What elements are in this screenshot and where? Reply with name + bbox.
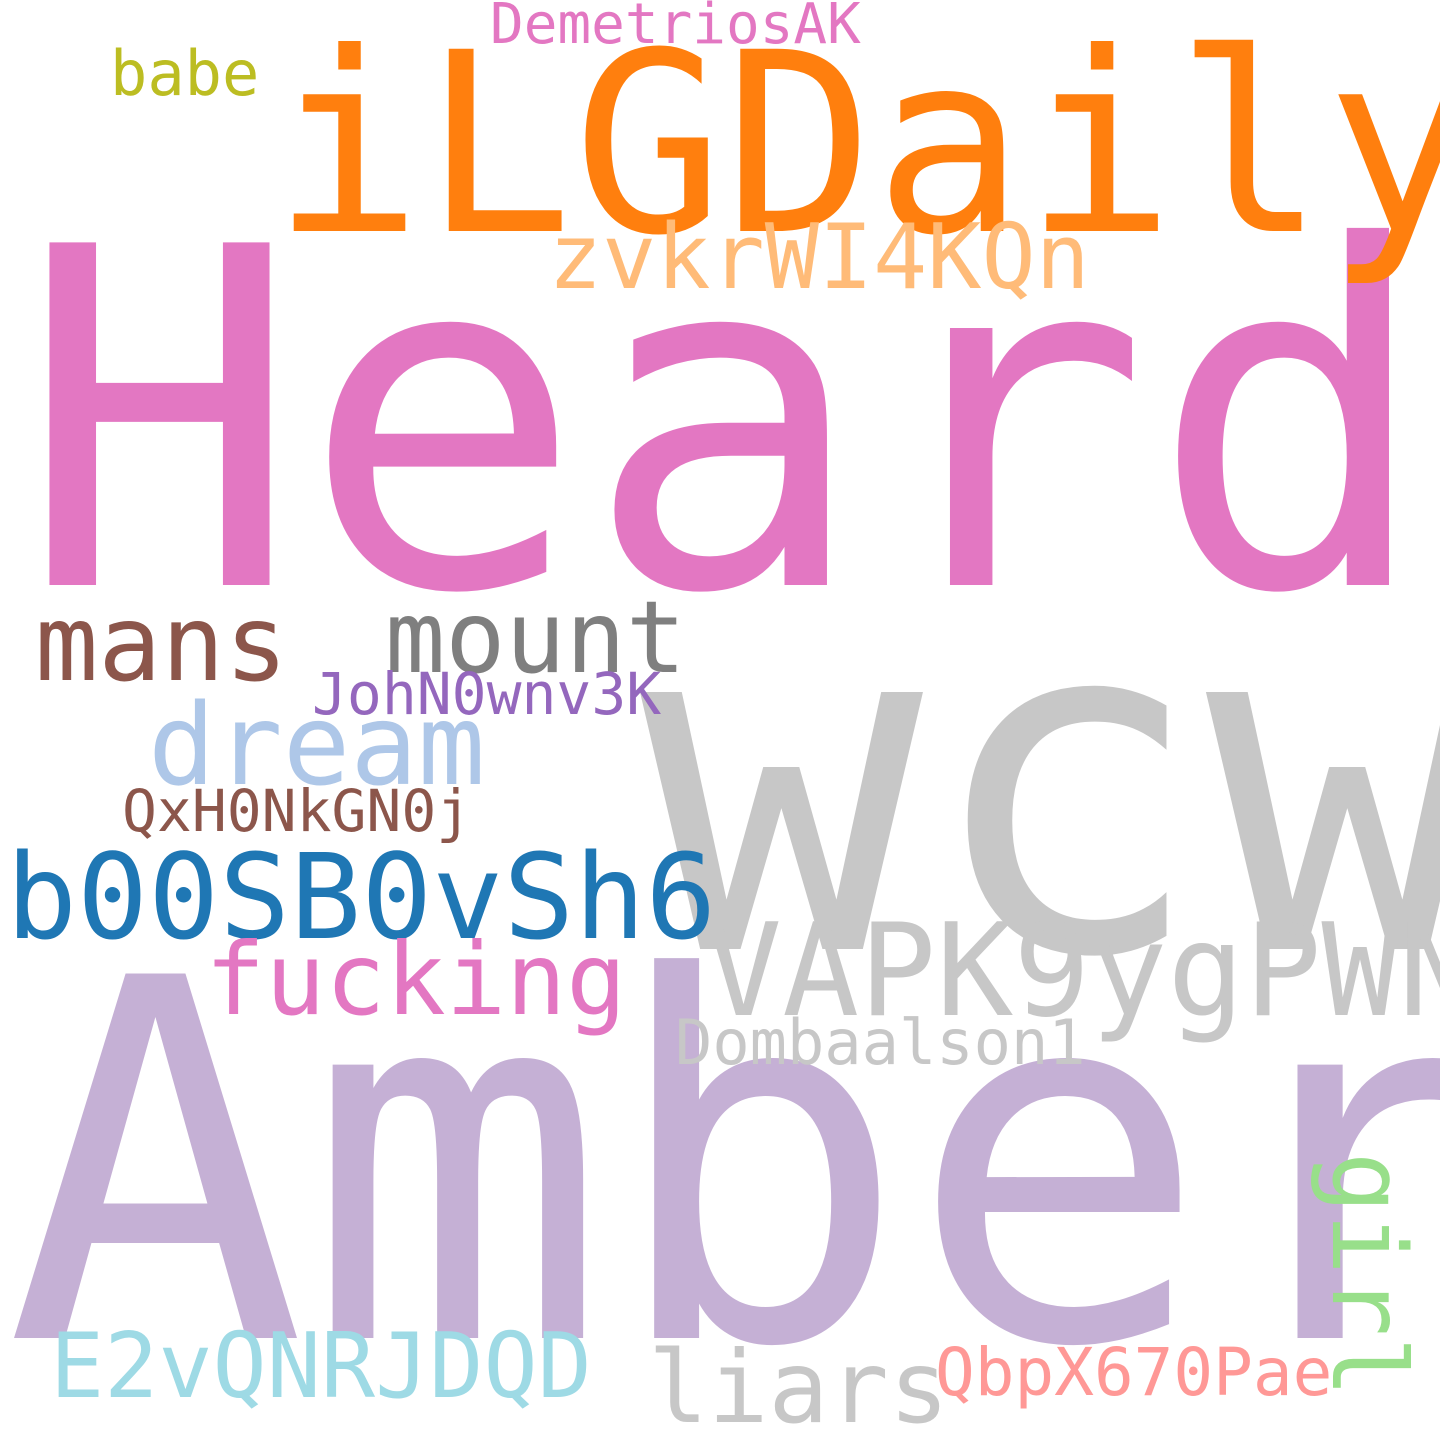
word-vapk9ygpwn: VAPK9ygPWN	[705, 897, 1440, 1046]
word-dream: dream	[148, 681, 486, 811]
word-heard: Heard	[18, 149, 1433, 696]
word-e2vqnrjdqd: E2vQNRJDQD	[50, 1314, 592, 1419]
word-mount: mount	[385, 579, 687, 696]
word-zvkrwi4kqn: zvkrWI4KQn	[548, 205, 1090, 310]
word-fucking: fucking	[205, 921, 627, 1038]
word-mans: mans	[35, 583, 288, 705]
word-qxh0nkgn0j: QxH0NkGN0j	[122, 777, 472, 845]
word-amber: Amber	[5, 874, 1440, 1440]
word-wcw: wcw	[640, 513, 1440, 1060]
word-john0wnv3k: JohN0wnv3K	[312, 660, 662, 728]
word-qbpx670pae: QbpX670Pae	[935, 1334, 1333, 1411]
word-liars: liars	[648, 1329, 950, 1440]
word-demetriosak: DemetriosAK	[490, 0, 861, 57]
word-girl: girl	[1308, 1152, 1427, 1398]
word-ilgdaily: iLGDaily	[272, 0, 1440, 290]
word-dombaalson1: Dombaalson1	[675, 1006, 1086, 1079]
word-babe: babe	[110, 37, 260, 110]
word-b00sb0vsh6: b00SB0vSh6	[6, 828, 717, 966]
